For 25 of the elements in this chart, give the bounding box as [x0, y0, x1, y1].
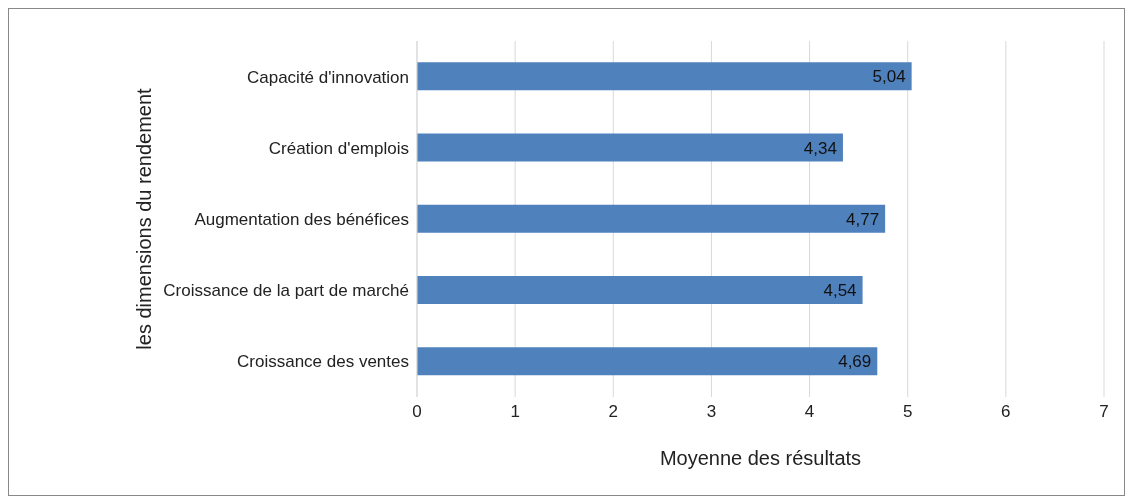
y-tick-label: Création d'emplois [268, 138, 409, 158]
x-tick-label: 3 [706, 402, 717, 422]
data-label: 5,04 [872, 67, 906, 87]
data-label: 4,54 [823, 280, 857, 300]
data-label: 4,34 [803, 138, 837, 158]
bar [417, 62, 912, 91]
y-tick-label: Capacité d'innovation [246, 67, 409, 87]
x-tick-label: 7 [1099, 402, 1109, 422]
x-tick-label: 4 [804, 402, 815, 422]
x-tick-label: 5 [902, 402, 913, 422]
y-axis-title: les dimensions du rendement [133, 87, 156, 350]
bar [417, 275, 863, 304]
bar [417, 133, 843, 162]
data-label: 4,77 [846, 209, 880, 229]
x-tick-label: 6 [1001, 402, 1011, 422]
x-axis-title: Moyenne des résultats [659, 447, 862, 469]
x-tick-label: 0 [412, 402, 422, 422]
data-label: 4,69 [838, 352, 872, 372]
y-tick-label: Augmentation des bénéfices [194, 210, 409, 230]
bar [417, 347, 878, 376]
y-tick-label: Croissance des ventes [237, 352, 409, 372]
x-tick-label: 1 [510, 402, 520, 422]
bar [417, 204, 886, 233]
x-tick-label: 2 [608, 402, 619, 422]
y-tick-label: Croissance de la part de marché [163, 281, 409, 301]
